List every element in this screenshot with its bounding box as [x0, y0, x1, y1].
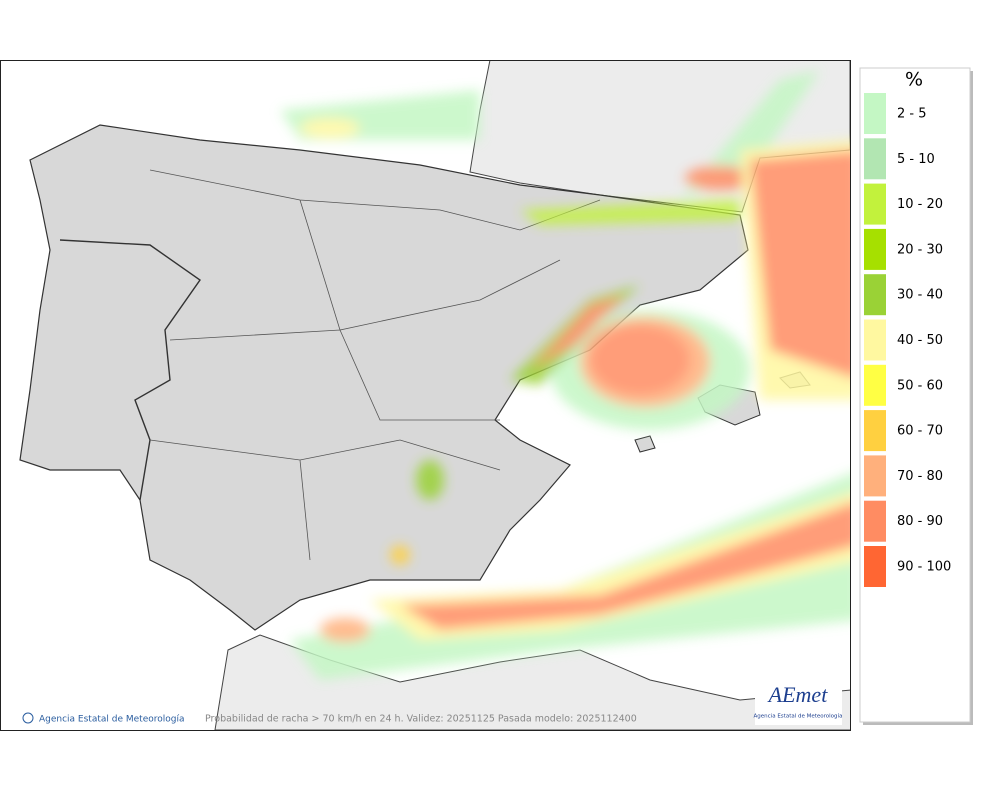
logo-subtitle: Agencia Estatal de Meteorología	[754, 713, 843, 720]
africa	[214, 634, 850, 730]
portugal-border	[59, 239, 201, 501]
legend-swatch	[864, 319, 886, 361]
region-borders	[149, 169, 601, 561]
legend-label: 50 - 60	[897, 378, 943, 393]
legend-label: 40 - 50	[897, 333, 943, 348]
legend-swatch	[864, 274, 886, 316]
legend-swatch	[864, 138, 886, 180]
logo-name: AEmet	[767, 682, 829, 707]
legend-swatch	[864, 410, 886, 452]
legend-label: 80 - 90	[897, 514, 943, 529]
legend-swatch	[864, 455, 886, 497]
legend-label: 70 - 80	[897, 469, 943, 484]
legend-label: 10 - 20	[897, 197, 943, 212]
legend-swatch	[864, 500, 886, 542]
legend-swatch	[864, 93, 886, 134]
legend-label: 60 - 70	[897, 424, 943, 439]
map	[1, 60, 850, 730]
map-frame	[0, 60, 851, 731]
probability-fields	[280, 70, 850, 680]
caption: Probabilidad de racha > 70 km/h en 24 h.…	[205, 714, 637, 725]
copyright-icon	[22, 712, 34, 724]
legend-label: 2 - 5	[897, 107, 927, 122]
logo-box	[755, 680, 842, 725]
legend-title: %	[905, 69, 923, 91]
credit: Agencia Estatal de Meteorología	[39, 715, 185, 725]
legend-label: 5 - 10	[897, 152, 935, 167]
iberia	[19, 124, 749, 631]
legend-label: 30 - 40	[897, 288, 943, 303]
legend-label: 90 - 100	[897, 560, 951, 575]
legend-label: 20 - 30	[897, 242, 943, 257]
legend-swatch	[864, 364, 886, 406]
legend-swatch	[864, 546, 886, 587]
legend-swatch	[864, 183, 886, 225]
legend-swatch	[864, 228, 886, 270]
